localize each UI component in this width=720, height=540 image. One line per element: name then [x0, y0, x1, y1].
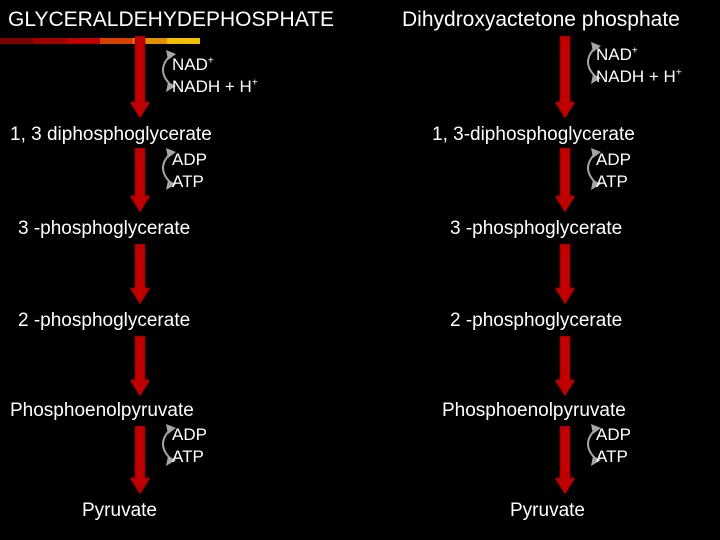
compound-label: 3 -phosphoglycerate — [18, 218, 190, 240]
pathway-arrow-icon — [130, 244, 148, 304]
cofactor-out-label: ATP — [596, 172, 628, 192]
compound-label: Phosphoenolpyruvate — [10, 400, 194, 422]
pathway-arrow-icon — [555, 148, 573, 212]
pathway-arrow-icon — [130, 148, 148, 212]
accent-bar — [0, 38, 200, 44]
cofactor-in-label: ADP — [596, 425, 631, 445]
pathway-arrow-icon — [130, 426, 148, 494]
compound-label: 2 -phosphoglycerate — [450, 310, 622, 332]
cofactor-out-label: ATP — [172, 447, 204, 467]
column-header: Dihydroxyactetone phosphate — [402, 8, 680, 32]
accent-seg — [100, 38, 133, 44]
cofactor-out-label: ATP — [172, 172, 204, 192]
accent-seg — [67, 38, 100, 44]
pathway-arrow-icon — [555, 336, 573, 396]
compound-label: 1, 3 diphosphoglycerate — [10, 124, 212, 146]
accent-seg — [167, 38, 200, 44]
compound-label: Phosphoenolpyruvate — [442, 400, 626, 422]
cofactor-in-label: NAD+ — [596, 45, 638, 65]
accent-seg — [0, 38, 33, 44]
cofactor-in-label: ADP — [596, 150, 631, 170]
compound-label: 2 -phosphoglycerate — [18, 310, 190, 332]
cofactor-in-label: ADP — [172, 150, 207, 170]
cofactor-in-label: NAD+ — [172, 55, 214, 75]
pathway-arrow-icon — [130, 36, 148, 118]
cofactor-in-label: ADP — [172, 425, 207, 445]
pathway-arrow-icon — [555, 426, 573, 494]
accent-seg — [33, 38, 66, 44]
cofactor-out-label: NADH + H+ — [596, 67, 682, 87]
cofactor-out-label: ATP — [596, 447, 628, 467]
pathway-arrow-icon — [555, 36, 573, 118]
compound-label: 3 -phosphoglycerate — [450, 218, 622, 240]
column-header: GLYCERALDEHYDEPHOSPHATE — [8, 8, 334, 32]
compound-label: Pyruvate — [82, 500, 157, 522]
pathway-arrow-icon — [130, 336, 148, 396]
pathway-arrow-icon — [555, 244, 573, 304]
cofactor-out-label: NADH + H+ — [172, 77, 258, 97]
compound-label: 1, 3-diphosphoglycerate — [432, 124, 635, 146]
compound-label: Pyruvate — [510, 500, 585, 522]
